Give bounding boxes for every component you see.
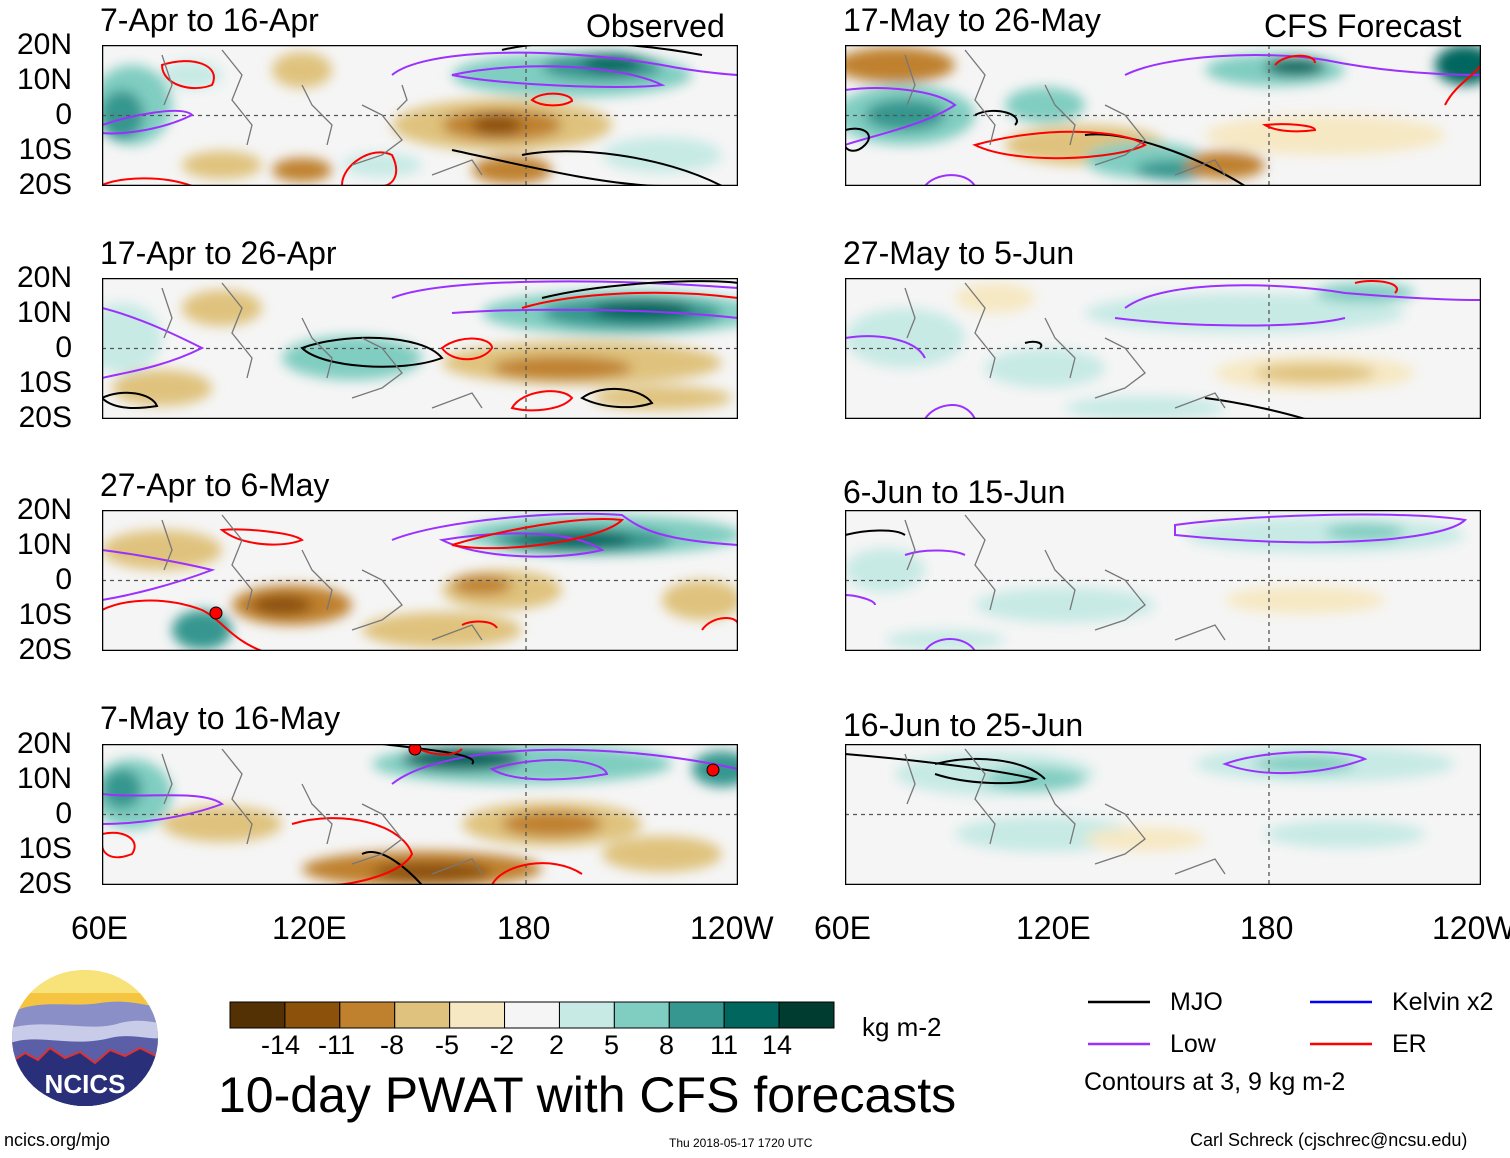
colorbar-box [504,1001,560,1029]
map-panel-4 [102,744,738,885]
colorbar-box [339,1001,396,1029]
lat-label: 20N [16,28,72,61]
lat-label: 10N [16,528,72,561]
map-panel-2 [102,278,738,419]
lon-label: 120W [690,910,774,946]
lat-label: 20N [16,727,72,760]
colorbar-tick-label: 2 [549,1030,565,1060]
colorbar-box [778,1001,835,1029]
lon-label: 60E [814,910,871,946]
legend-label-er: ER [1392,1030,1427,1058]
colorbar-box [284,1001,341,1029]
panel-title-6: 27-May to 5-Jun [843,235,1075,271]
lon-label: 60E [71,910,128,946]
cfs-forecast-label: CFS Forecast [1264,8,1462,44]
panel-title-8: 16-Jun to 25-Jun [843,707,1084,743]
observed-label: Observed [586,8,725,44]
colorbar-tick-label: 14 [762,1030,793,1060]
legend-label-kelvin: Kelvin x2 [1392,988,1494,1016]
colorbar-tick-label: 8 [659,1030,675,1060]
map-panel-7 [845,510,1481,651]
lat-label: 20S [18,633,72,666]
main-title: 10-day PWAT with CFS forecasts [218,1067,957,1123]
colorbar-tick-label: -8 [380,1030,405,1060]
contour-note: Contours at 3, 9 kg m-2 [1084,1068,1346,1096]
lon-label: 120W [1432,910,1510,946]
colorbar-tick-label: -2 [490,1030,515,1060]
map-panel-8 [845,744,1481,885]
footer-url: ncics.org/mjo [4,1130,111,1150]
panel-title-5: 17-May to 26-May [843,2,1101,38]
footer-credit: Carl Schreck (cjschrec@ncsu.edu) [1190,1130,1468,1150]
panel-title-1: 7-Apr to 16-Apr [100,2,319,38]
colorbar-box [668,1001,725,1029]
lon-label: 180 [497,910,551,946]
panel-title-2: 17-Apr to 26-Apr [100,235,337,271]
legend-swatch-kelvin [1310,1000,1372,1004]
lat-label: 20S [18,867,72,900]
footer-timestamp: Thu 2018-05-17 1720 UTC [669,1136,813,1150]
lat-label: 10N [16,63,72,96]
legend-swatch-er [1310,1042,1372,1046]
lat-label: 10S [18,366,72,399]
colorbar-box [449,1001,506,1029]
legend-swatch-low [1088,1042,1150,1046]
lat-label: 0 [55,797,72,830]
lat-label: 10N [16,762,72,795]
ncics-logo: NCICS [12,970,158,1106]
lat-label: 20S [18,168,72,201]
lat-label: 10N [16,296,72,329]
lon-label: 180 [1240,910,1294,946]
logo-text: NCICS [45,1069,126,1099]
panel-title-3: 27-Apr to 6-May [100,467,330,503]
colorbar-unit: kg m-2 [862,1012,942,1042]
colorbar-box [613,1001,670,1029]
map-panel-5 [845,45,1481,186]
colorbar-tick-label: -14 [261,1030,301,1060]
lon-label: 120E [272,910,347,946]
lat-label: 20N [16,493,72,526]
colorbar [229,1001,835,1029]
map-panel-6 [845,278,1481,419]
colorbar-tick-label: 5 [604,1030,620,1060]
lat-label: 0 [55,331,72,364]
colorbar-box [394,1001,451,1029]
colorbar-tick-label: 11 [710,1030,739,1060]
map-panel-1 [102,45,738,186]
lat-label: 10S [18,133,72,166]
legend-label-low: Low [1170,1030,1216,1058]
panel-title-7: 6-Jun to 15-Jun [843,474,1066,510]
lon-label: 120E [1016,910,1091,946]
colorbar-tick-label: -5 [435,1030,460,1060]
colorbar-box [558,1001,615,1029]
colorbar-tick-label: -11 [318,1030,356,1060]
lat-label: 0 [55,98,72,131]
lat-label: 20S [18,401,72,434]
legend-label-mjo: MJO [1170,988,1223,1016]
lat-label: 20N [16,261,72,294]
panel-title-4: 7-May to 16-May [100,700,341,736]
lat-label: 10S [18,832,72,865]
colorbar-box [723,1001,780,1029]
legend-swatch-mjo [1088,1000,1150,1004]
map-panel-3 [102,510,738,651]
lat-label: 0 [55,563,72,596]
lat-label: 10S [18,598,72,631]
colorbar-box [229,1001,286,1029]
